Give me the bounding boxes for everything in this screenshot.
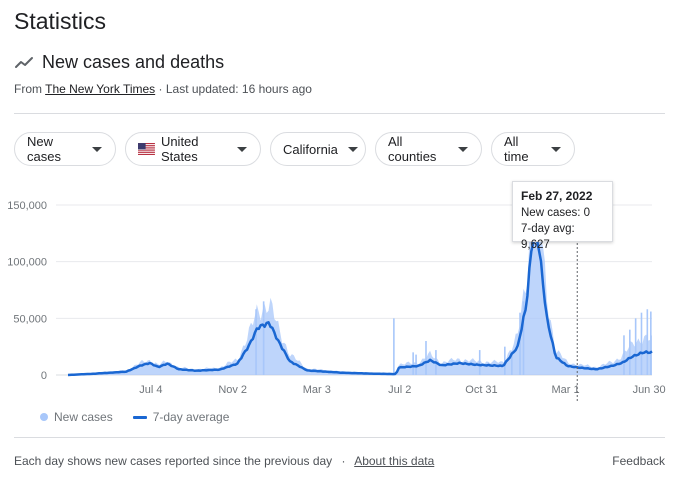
source-line: From The New York Times · Last updated: … <box>14 82 312 96</box>
county-dropdown[interactable]: All counties <box>375 132 482 166</box>
feedback-link[interactable]: Feedback <box>612 454 665 468</box>
tooltip-date: Feb 27, 2022 <box>521 189 593 203</box>
source-link[interactable]: The New York Times <box>45 82 156 96</box>
x-tick-label: Mar 1 <box>552 384 580 396</box>
bar-legend-swatch <box>40 413 48 421</box>
x-tick-label: Oct 31 <box>465 384 497 396</box>
chart-tooltip: Feb 27, 2022 New cases: 0 7-day avg: 9,6… <box>512 181 613 251</box>
chevron-down-icon <box>458 146 468 152</box>
new-cases-bar <box>412 352 414 375</box>
divider <box>14 113 665 114</box>
new-cases-bars <box>68 177 652 375</box>
footer-separator: · <box>341 454 346 468</box>
chevron-down-icon <box>347 146 358 152</box>
new-cases-bar <box>522 301 525 375</box>
x-tick-label: Jun 30 <box>633 384 666 396</box>
country-dropdown-label: United States <box>160 134 199 164</box>
state-dropdown[interactable]: California <box>270 132 366 166</box>
new-cases-bar <box>478 350 481 375</box>
filter-chips: New cases United States California All c… <box>14 132 575 166</box>
y-tick-label: 100,000 <box>7 257 47 269</box>
new-cases-bar <box>623 335 625 375</box>
metric-dropdown[interactable]: New cases <box>14 132 116 166</box>
new-cases-bar <box>511 352 513 375</box>
new-cases-bar <box>255 309 257 375</box>
new-cases-bar <box>504 346 506 375</box>
line-legend-label: 7-day average <box>152 410 230 424</box>
us-flag-icon <box>138 143 155 155</box>
new-cases-bar <box>393 318 395 375</box>
trending-line-icon <box>15 56 33 68</box>
new-cases-bar <box>629 329 631 375</box>
new-cases-bar <box>425 341 427 375</box>
country-dropdown[interactable]: United States <box>125 132 261 166</box>
footer-note: Each day shows new cases reported since … <box>14 454 333 468</box>
page-title: Statistics <box>14 8 107 34</box>
cases-chart-svg[interactable]: 0 50,000 100,000 150,000 Jul 4 Nov 2 Mar 3 Jul … <box>0 177 676 404</box>
tooltip-new-cases: New cases: 0 <box>521 207 591 219</box>
chart-legend: New cases 7-day average <box>40 410 229 424</box>
county-dropdown-label: All counties <box>388 134 437 164</box>
new-cases-bar <box>262 301 265 375</box>
divider <box>14 437 665 438</box>
metric-dropdown-label: New cases <box>27 134 61 164</box>
y-tick-label: 150,000 <box>7 200 47 212</box>
period-dropdown-label: All time <box>504 134 529 164</box>
new-cases-bar <box>519 312 521 375</box>
footer: Each day shows new cases reported since … <box>14 454 665 468</box>
new-cases-bar <box>415 354 417 375</box>
y-tick-label: 0 <box>41 370 47 382</box>
new-cases-bar <box>650 311 652 375</box>
new-cases-bar <box>646 309 649 375</box>
chevron-down-icon <box>237 146 247 152</box>
y-tick-label: 50,000 <box>13 313 47 325</box>
new-cases-bar <box>634 318 637 375</box>
cases-chart[interactable]: 0 50,000 100,000 150,000 Jul 4 Nov 2 Mar 3 Jul … <box>0 177 676 404</box>
section-header: New cases and deaths <box>14 52 224 73</box>
new-cases-bar <box>640 312 643 375</box>
chevron-down-icon <box>92 146 102 152</box>
tooltip-average: 7-day avg: 9,627 <box>521 223 575 251</box>
x-tick-label: Jul 4 <box>139 384 162 396</box>
last-updated: · Last updated: 16 hours ago <box>158 82 312 96</box>
line-legend-swatch <box>132 415 147 419</box>
period-dropdown[interactable]: All time <box>491 132 575 166</box>
about-data-link[interactable]: About this data <box>354 454 435 468</box>
chevron-down-icon <box>551 146 561 152</box>
x-tick-label: Jul 2 <box>388 384 411 396</box>
x-tick-label: Mar 3 <box>303 384 331 396</box>
seven-day-average-line <box>67 232 653 377</box>
section-title: New cases and deaths <box>42 52 225 72</box>
source-prefix: From <box>14 82 42 96</box>
bar-legend-label: New cases <box>54 410 113 424</box>
x-tick-label: Nov 2 <box>218 384 247 396</box>
state-dropdown-label: California <box>283 141 338 157</box>
